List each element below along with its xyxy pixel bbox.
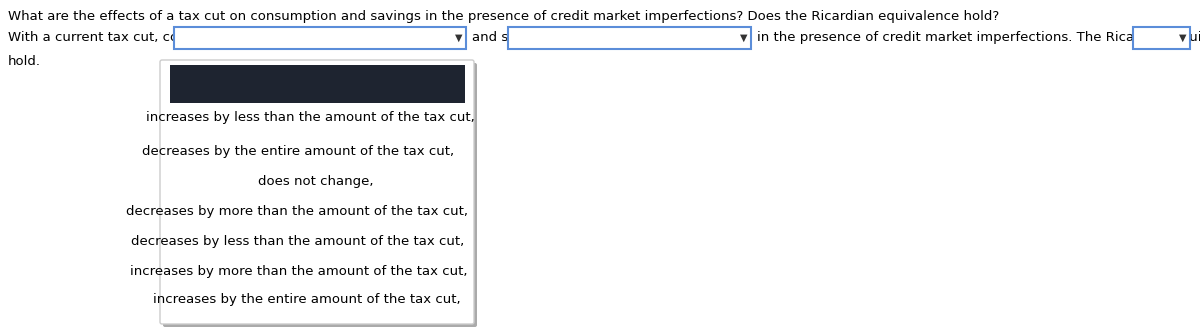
Text: What are the effects of a tax cut on consumption and savings in the presence of : What are the effects of a tax cut on con… [8, 10, 1000, 23]
Text: decreases by more than the amount of the tax cut,: decreases by more than the amount of the… [126, 206, 468, 218]
Bar [508, 27, 751, 49]
Text: ▼: ▼ [1178, 33, 1186, 43]
Bar [1133, 27, 1190, 49]
Text: hold.: hold. [8, 55, 41, 68]
Text: increases by less than the amount of the tax cut,: increases by less than the amount of the… [145, 112, 474, 125]
FancyBboxPatch shape [160, 60, 474, 324]
Bar [170, 65, 466, 103]
Bar [174, 27, 466, 49]
Text: and savings: and savings [472, 31, 552, 45]
Text: ▼: ▼ [455, 33, 462, 43]
FancyBboxPatch shape [163, 63, 478, 327]
Text: increases by more than the amount of the tax cut,: increases by more than the amount of the… [131, 265, 468, 278]
Text: ▼: ▼ [739, 33, 746, 43]
Text: With a current tax cut, consumption: With a current tax cut, consumption [8, 31, 250, 45]
Text: does not change,: does not change, [258, 175, 373, 189]
Text: in the presence of credit market imperfections. The Ricardian equivalence: in the presence of credit market imperfe… [757, 31, 1200, 45]
Text: decreases by less than the amount of the tax cut,: decreases by less than the amount of the… [131, 236, 464, 249]
Text: decreases by the entire amount of the tax cut,: decreases by the entire amount of the ta… [142, 146, 454, 158]
Text: increases by the entire amount of the tax cut,: increases by the entire amount of the ta… [154, 294, 461, 306]
